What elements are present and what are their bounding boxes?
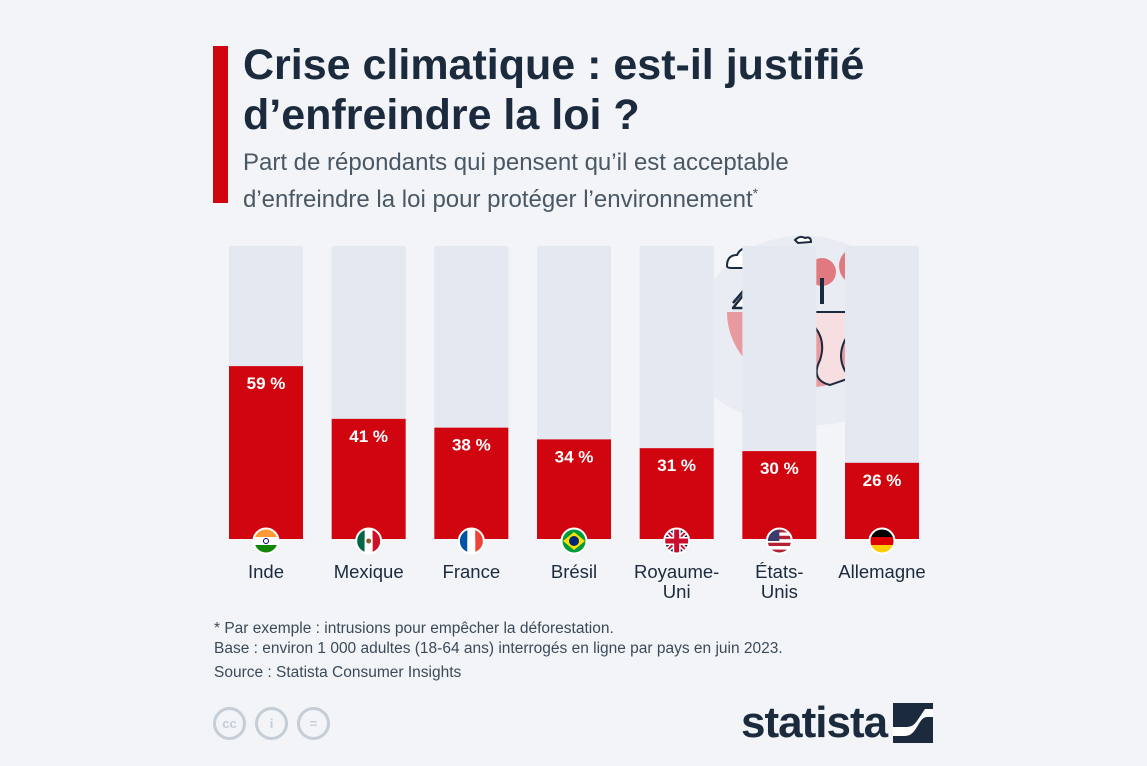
bar <box>537 439 612 539</box>
uk-flag <box>664 529 689 553</box>
category-label: Brésil <box>551 561 597 582</box>
category-label: Allemagne <box>838 561 925 582</box>
title-accent-bar <box>213 46 228 203</box>
license-icons: cc i = <box>213 707 330 740</box>
bar-group: 34 % Brésil <box>537 246 612 582</box>
bar <box>434 427 509 539</box>
bar-group: 41 % Mexique <box>331 246 406 582</box>
chart-subtitle: Part de répondants qui pensent qu’il est… <box>243 148 883 215</box>
statista-logo-icon <box>893 703 934 743</box>
bar <box>845 462 920 539</box>
category-label: Royaume- <box>634 561 719 582</box>
bar-group: 30 % États-Unis <box>742 246 817 602</box>
attribution-icon[interactable]: i <box>255 707 288 740</box>
mexico-flag-ring <box>355 527 383 555</box>
subtitle-text: Part de répondants qui pensent qu’il est… <box>243 149 789 213</box>
bar-group: 26 % Allemagne <box>838 246 926 582</box>
bar <box>742 451 817 539</box>
india-flag <box>254 529 278 553</box>
category-label: Uni <box>663 581 691 602</box>
source-note: Source : Statista Consumer Insights <box>214 664 462 681</box>
brazil-flag <box>562 529 587 553</box>
bar <box>639 448 714 539</box>
bar-group: 31 % Royaume-Uni <box>634 246 719 602</box>
no-derivatives-icon[interactable]: = <box>297 707 330 740</box>
bar <box>229 366 303 539</box>
bar-group: 38 % France <box>434 246 509 582</box>
footnote: * Par exemple : intrusions pour empêcher… <box>214 620 614 637</box>
creative-commons-icon[interactable]: cc <box>213 707 246 740</box>
statista-wordmark: statista <box>741 698 888 747</box>
france-flag-ring <box>457 527 485 555</box>
brazil-flag-ring <box>560 527 588 555</box>
usa-flag-ring <box>765 527 793 555</box>
statista-logo[interactable]: statista <box>741 698 934 748</box>
bar-group: 59 % Inde <box>229 246 303 582</box>
france-flag <box>459 529 484 553</box>
category-label: Mexique <box>334 561 404 582</box>
germany-flag-ring <box>868 527 896 555</box>
bar <box>331 418 406 539</box>
category-label: France <box>443 561 501 582</box>
bar-value-label: 26 % <box>863 471 902 490</box>
category-label: Unis <box>761 581 798 602</box>
india-flag-ring <box>252 527 280 555</box>
bar-value-label: 30 % <box>760 459 799 478</box>
bar-value-label: 31 % <box>657 456 696 475</box>
chart-title: Crise climatique : est-il justifié d’enf… <box>243 41 865 139</box>
category-label: Inde <box>248 561 284 582</box>
bar-value-label: 41 % <box>349 427 388 446</box>
base-note: Base : environ 1 000 adultes (18-64 ans)… <box>214 640 783 657</box>
mexico-flag <box>356 529 381 553</box>
uk-flag-ring <box>663 527 691 555</box>
subtitle-footnote-mark: * <box>752 185 759 201</box>
germany-flag <box>870 529 895 553</box>
bar-value-label: 38 % <box>452 436 491 455</box>
bar-value-label: 34 % <box>555 447 594 466</box>
category-label: États- <box>755 561 803 582</box>
bar-value-label: 59 % <box>247 374 286 393</box>
